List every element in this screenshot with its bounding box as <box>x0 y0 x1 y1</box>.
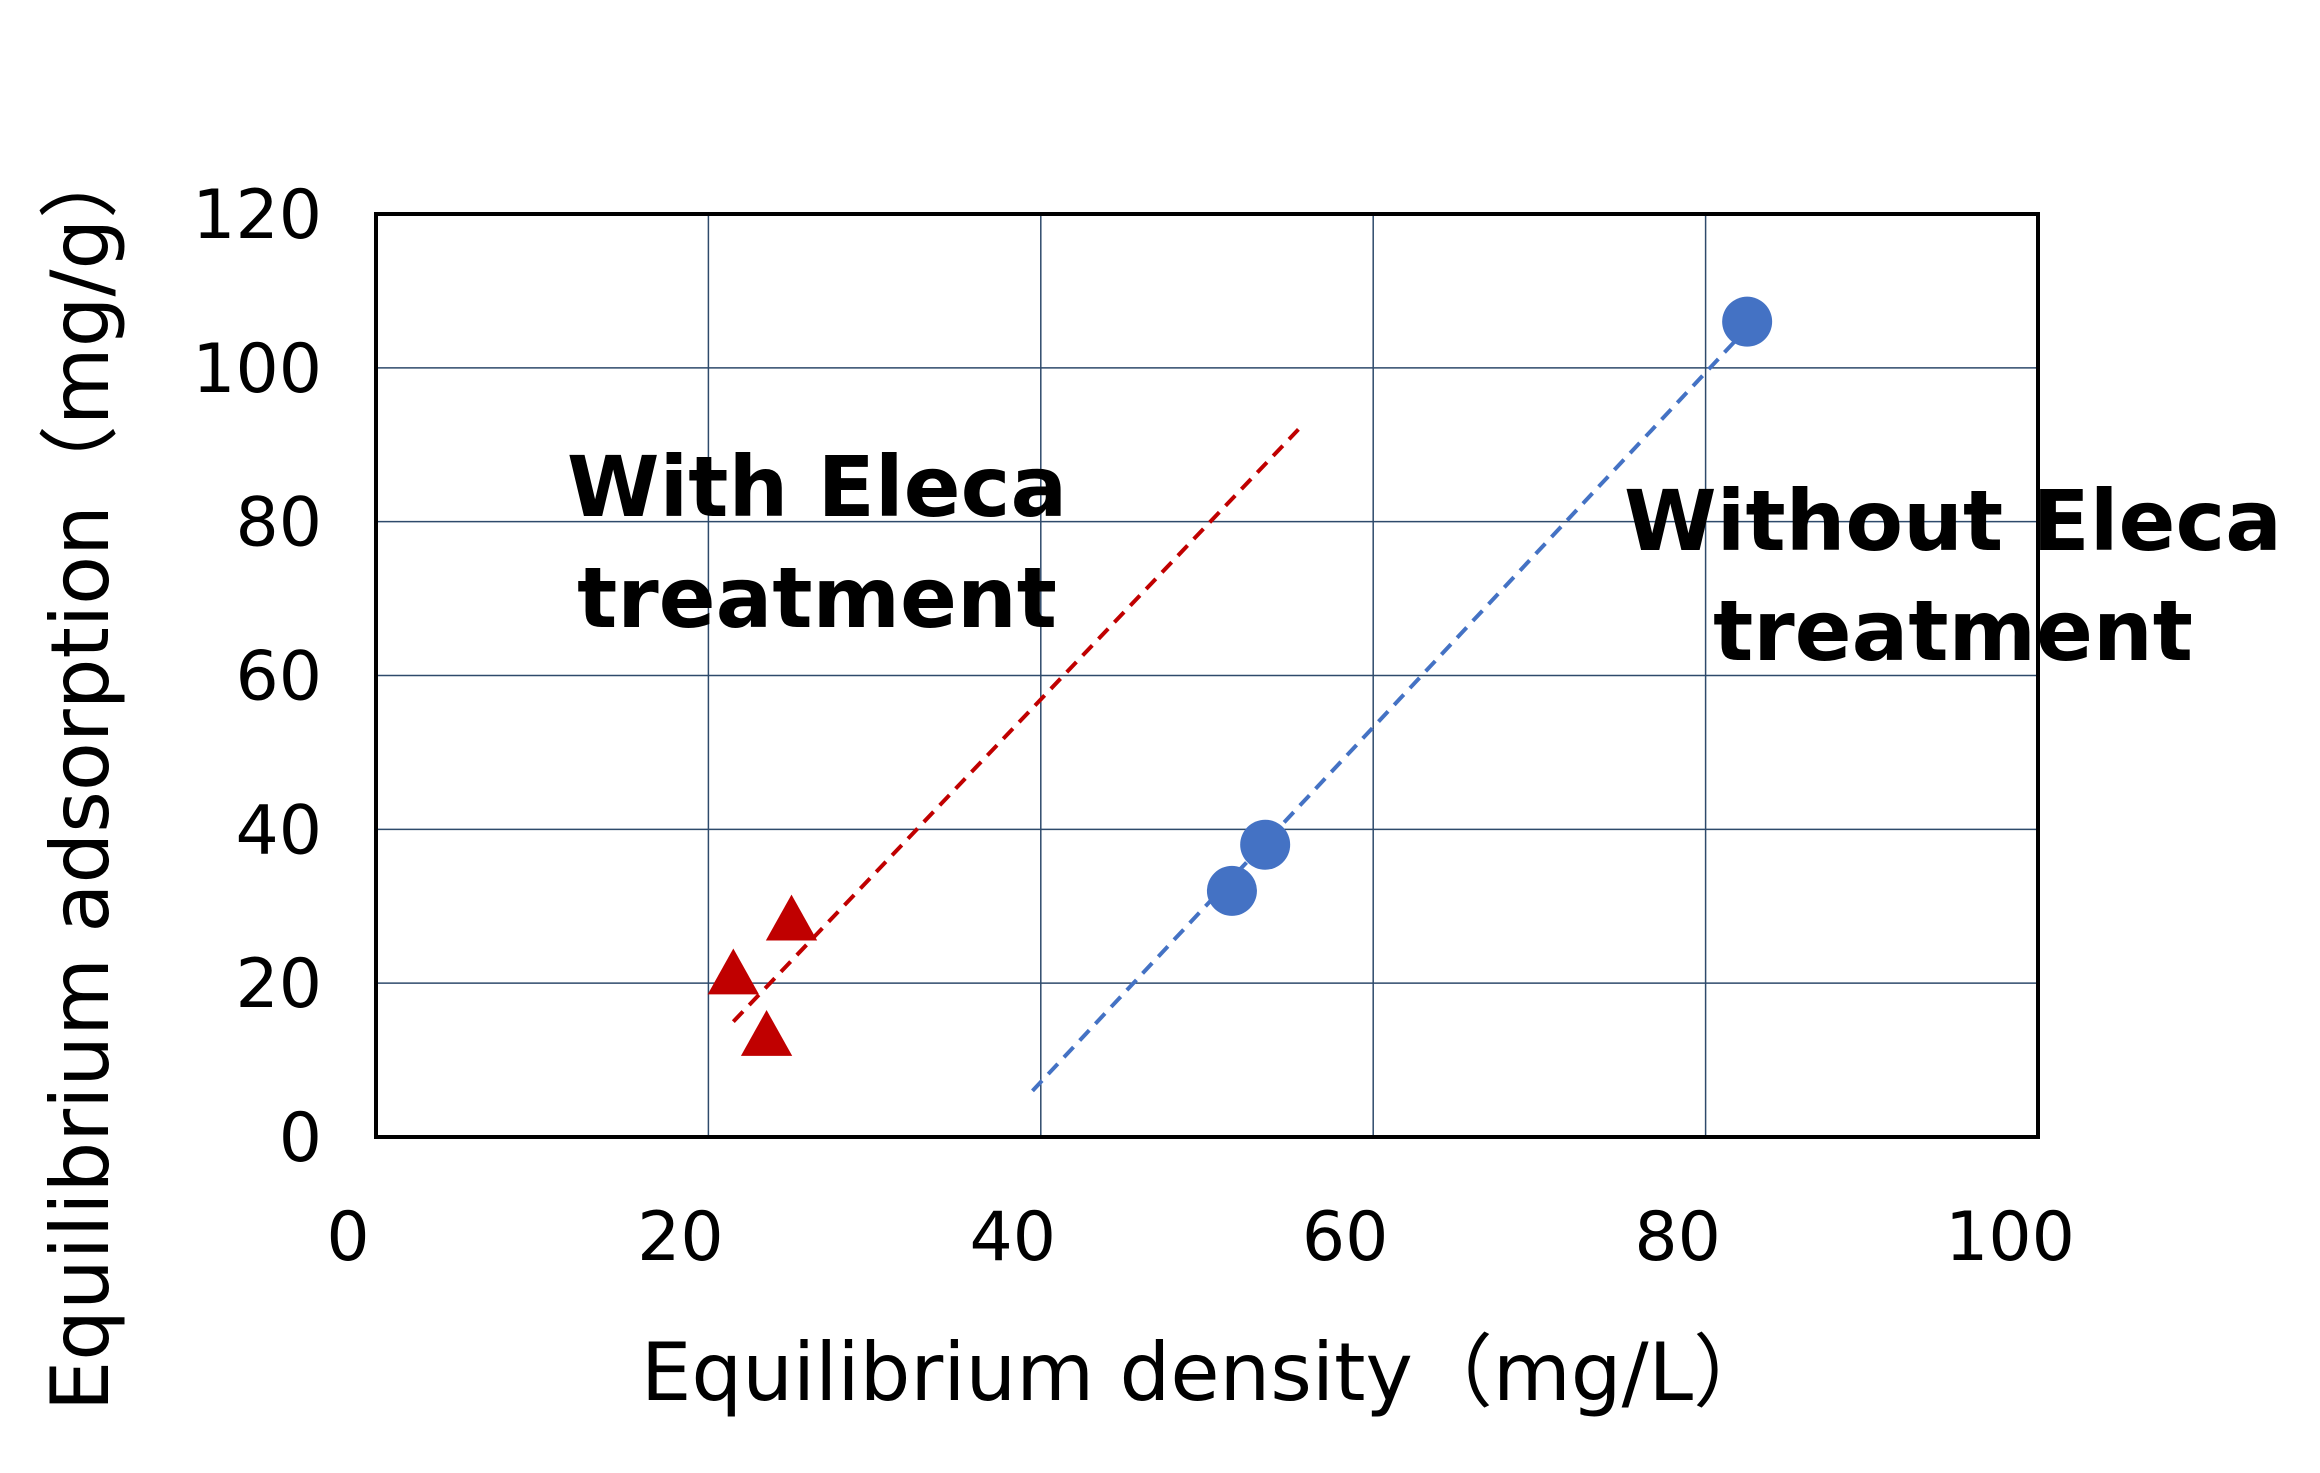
trendlines <box>731 335 1741 1093</box>
y-tick-label: 120 <box>192 176 322 255</box>
y-tick-label: 80 <box>235 484 322 563</box>
y-tick-label: 40 <box>235 791 322 870</box>
x-tick-label: 0 <box>326 1198 369 1277</box>
grid-lines <box>376 214 2038 1137</box>
y-tick-label: 20 <box>235 945 322 1024</box>
plot-area <box>374 212 2040 1139</box>
circle-point-1 <box>1240 819 1291 870</box>
x-tick-label: 60 <box>1302 1198 1389 1277</box>
circle-point-0 <box>1206 865 1257 916</box>
x-tick-label: 80 <box>1634 1198 1721 1277</box>
annotation-without-line-2: treatment <box>1713 582 2193 680</box>
annotation-without-line-1: Without Eleca <box>1624 472 2282 570</box>
y-tick-label: 0 <box>279 1099 322 1178</box>
data-points <box>707 296 1773 1056</box>
triangle-point-2 <box>740 1010 793 1056</box>
annotation-with-line-2: treatment <box>577 549 1057 647</box>
x-tick-label: 20 <box>637 1198 724 1277</box>
triangle-point-1 <box>765 894 818 941</box>
y-tick-label: 60 <box>235 638 322 717</box>
y-tick-label: 100 <box>192 330 322 409</box>
triangle-point-0 <box>707 948 759 995</box>
x-tick-label: 40 <box>970 1198 1057 1277</box>
tick-labels: 0 20 40 60 80 100 0 20 40 60 80 100 120 <box>192 176 2075 1277</box>
x-axis-title: Equilibrium density（mg/L） <box>641 1326 1773 1419</box>
x-tick-label: 100 <box>1945 1198 2075 1277</box>
trendline-series-1 <box>1031 335 1741 1093</box>
circle-point-2 <box>1722 296 1773 347</box>
annotation-with-line-1: With Eleca <box>567 438 1067 536</box>
y-axis-title: Equilibrium adsorption（mg/g） <box>34 139 127 1411</box>
